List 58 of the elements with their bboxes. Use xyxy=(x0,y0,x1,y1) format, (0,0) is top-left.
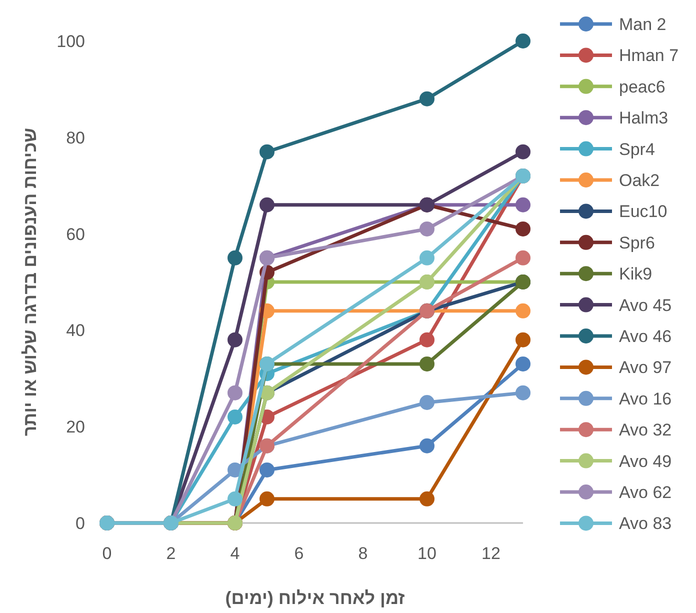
legend-label: Halm3 xyxy=(619,108,668,128)
point xyxy=(516,385,530,400)
y-tick-label: 60 xyxy=(66,224,85,244)
legend-label: Oak2 xyxy=(619,171,660,190)
legend-label: Avo 97 xyxy=(619,358,672,378)
point xyxy=(420,395,434,410)
legend-label: Avo 16 xyxy=(619,389,672,408)
legend-label: Kik9 xyxy=(619,264,652,284)
legend-label: Man 2 xyxy=(619,15,666,34)
point xyxy=(420,91,434,106)
point xyxy=(420,356,434,372)
legend-label: Euc10 xyxy=(619,202,668,222)
point xyxy=(228,332,242,348)
x-tick-label: 8 xyxy=(358,544,368,563)
y-tick-label: 100 xyxy=(56,32,85,51)
point xyxy=(516,332,530,348)
legend-label: Hman 7 xyxy=(619,46,679,66)
point xyxy=(516,221,530,236)
legend-label: Avo 32 xyxy=(619,420,672,440)
legend-label: Spr6 xyxy=(619,233,655,252)
point xyxy=(228,491,242,506)
point xyxy=(420,332,434,348)
point xyxy=(420,491,434,506)
point xyxy=(260,197,274,212)
legend-label: Avo 49 xyxy=(619,452,672,471)
y-tick-label: 20 xyxy=(66,418,85,437)
legend-label: Avo 62 xyxy=(619,483,672,502)
point xyxy=(228,409,242,424)
x-tick-label: 12 xyxy=(482,544,500,563)
point xyxy=(420,438,434,454)
point xyxy=(228,385,242,400)
point xyxy=(260,462,274,478)
y-axis-title: שכיחות הענפונים בדרגה שלוש או יותר xyxy=(20,128,40,436)
legend-label: Avo 83 xyxy=(619,514,672,534)
legend-label: Spr4 xyxy=(619,140,655,159)
x-tick-label: 2 xyxy=(166,544,176,563)
x-axis-title: זמן לאחר אילוח (ימים) xyxy=(225,588,406,608)
x-tick-label: 6 xyxy=(294,544,304,563)
y-tick-label: 80 xyxy=(66,128,85,148)
point xyxy=(516,250,530,266)
point xyxy=(260,491,274,506)
x-tick-label: 4 xyxy=(230,544,240,563)
legend-label: Avo 46 xyxy=(619,327,672,346)
point xyxy=(260,144,274,160)
y-tick-label: 0 xyxy=(76,514,85,533)
point xyxy=(420,221,434,236)
y-tick-label: 40 xyxy=(66,321,85,340)
x-tick-label: 10 xyxy=(418,544,436,563)
point xyxy=(516,356,530,372)
point xyxy=(516,197,530,212)
legend-label: peac6 xyxy=(619,77,666,96)
point xyxy=(420,250,434,266)
legend-label: Avo 45 xyxy=(619,296,672,315)
point xyxy=(516,34,530,48)
point xyxy=(516,303,530,318)
x-tick-label: 0 xyxy=(102,544,112,563)
point xyxy=(228,250,242,266)
point xyxy=(516,144,530,160)
